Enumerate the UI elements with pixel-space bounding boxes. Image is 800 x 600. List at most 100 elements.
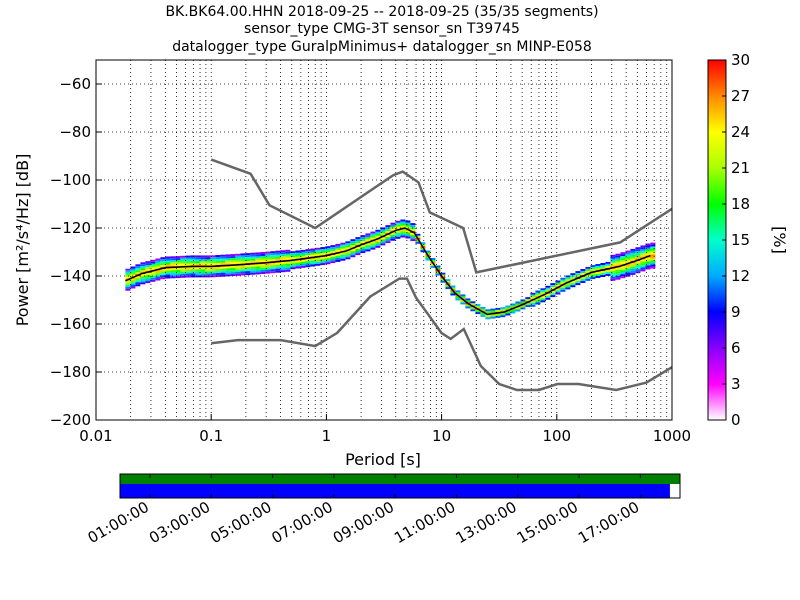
psd-cell: [325, 260, 331, 263]
psd-cell: [545, 295, 551, 298]
psd-cell: [335, 247, 341, 250]
timeline-tick-label: 01:00:00: [85, 498, 152, 547]
psd-cell: [630, 250, 636, 253]
psd-cell: [590, 277, 596, 280]
psd-cell: [330, 249, 336, 252]
psd-cell: [205, 271, 211, 274]
psd-cell: [560, 289, 566, 292]
psd-cell: [505, 307, 511, 310]
psd-cell: [215, 267, 221, 269]
psd-cell: [175, 256, 181, 259]
psd-cell: [210, 267, 216, 270]
psd-cell: [200, 261, 206, 264]
psd-cell: [235, 253, 241, 256]
psd-cell: [365, 249, 371, 252]
psd-cell: [380, 239, 386, 242]
psd-cell: [280, 256, 286, 259]
psd-cell: [410, 239, 416, 242]
psd-cell: [290, 253, 296, 256]
psd-cell: [130, 268, 136, 271]
psd-cell: [180, 263, 186, 266]
psd-cell: [645, 247, 651, 250]
psd-cell: [360, 247, 366, 250]
psd-cell: [145, 261, 151, 264]
psd-cell: [610, 260, 616, 263]
psd-cell: [495, 313, 501, 316]
psd-cell: [330, 261, 336, 264]
psd-cell: [125, 272, 131, 275]
psd-cell: [165, 274, 171, 277]
psd-cell: [585, 274, 591, 277]
psd-cell: [465, 304, 471, 307]
psd-cell: [635, 263, 641, 266]
psd-cell: [340, 244, 346, 247]
psd-cell: [550, 285, 556, 288]
psd-cell: [410, 225, 416, 228]
psd-cell: [165, 260, 171, 263]
psd-cell: [320, 251, 326, 254]
psd-cell: [620, 258, 626, 261]
psd-cell: [430, 258, 436, 260]
psd-cell: [380, 241, 386, 244]
psd-cell: [150, 277, 156, 280]
psd-cell: [165, 264, 171, 267]
psd-cell: [275, 266, 281, 269]
psd-cell: [305, 255, 311, 258]
psd-cell: [570, 285, 576, 288]
psd-cell: [140, 266, 146, 269]
psd-cell: [365, 235, 371, 238]
psd-cell: [265, 265, 271, 268]
psd-cell: [130, 278, 136, 281]
psd-cell: [185, 273, 191, 276]
psd-cell: [595, 272, 601, 274]
psd-cell: [630, 264, 636, 267]
psd-cell: [625, 256, 631, 259]
psd-cell: [350, 245, 356, 248]
y-tick-label: −200: [50, 411, 91, 429]
psd-cell: [270, 251, 276, 254]
psd-cell: [625, 260, 631, 263]
psd-cell: [210, 261, 216, 264]
psd-cell: [630, 248, 636, 251]
psd-cell: [355, 247, 361, 250]
psd-cell: [535, 290, 541, 293]
psd-cell: [645, 243, 651, 246]
psd-cell: [435, 265, 441, 268]
psd-cell: [145, 277, 151, 280]
psd-cell: [440, 274, 446, 277]
psd-cell: [400, 231, 406, 234]
psd-cell: [245, 255, 251, 258]
psd-cell: [455, 298, 461, 301]
psd-cell: [210, 263, 216, 266]
psd-cell: [240, 255, 246, 258]
psd-cell: [375, 229, 381, 232]
psd-cell: [230, 270, 236, 273]
psd-cell: [580, 273, 586, 275]
psd-cell: [170, 268, 176, 271]
psd-cell: [360, 239, 366, 242]
psd-cell: [325, 256, 331, 259]
psd-cell: [545, 287, 551, 290]
psd-cell: [205, 255, 211, 258]
psd-cell: [195, 261, 201, 264]
psd-cell: [230, 274, 236, 277]
psd-cell: [240, 261, 246, 264]
median-psd-line: [125, 227, 651, 316]
psd-cell: [165, 270, 171, 273]
psd-cell: [315, 251, 321, 254]
psd-cell: [395, 236, 401, 239]
psd-cell: [625, 268, 631, 271]
y-tick-label: −160: [50, 315, 91, 333]
psd-cell: [645, 263, 651, 266]
psd-cell: [175, 272, 181, 275]
psd-cell: [195, 275, 201, 278]
colorbar-tick-label: 24: [731, 123, 750, 141]
psd-cell: [195, 259, 201, 262]
psd-cell: [565, 277, 571, 280]
psd-cell: [650, 264, 656, 267]
psd-cell: [200, 255, 206, 258]
psd-cell: [415, 239, 421, 242]
psd-cell: [310, 250, 316, 253]
psd-cell: [445, 279, 451, 282]
psd-cell: [240, 257, 246, 260]
